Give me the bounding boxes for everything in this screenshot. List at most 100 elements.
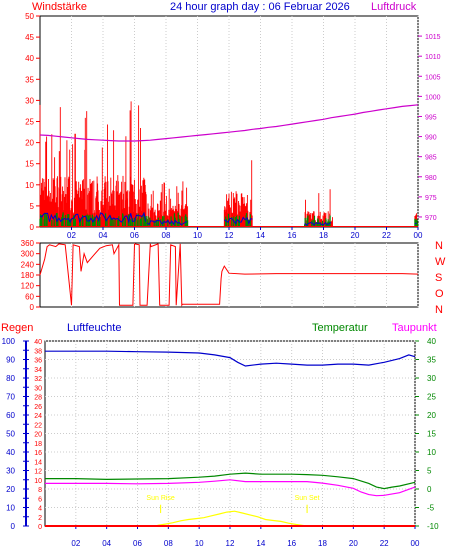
humidity-inner-tick-label: 38 [34, 348, 42, 355]
wind-x-tick-label: 04 [99, 231, 108, 240]
pressure-y-tick-label: 1010 [425, 54, 441, 61]
wind-y-tick-label: 40 [25, 54, 34, 63]
rain-y-tick-label: 100 [2, 337, 16, 346]
temperature-axis-title: Temperatur [312, 322, 368, 334]
humidity-inner-tick-label: 30 [34, 385, 42, 392]
pressure-y-tick-label: 1005 [425, 74, 441, 81]
page-title: 24 hour graph day : 06 Februar 2026 [170, 1, 350, 13]
humidity-inner-tick-label: 34 [34, 367, 42, 374]
wind-x-tick-label: 00 [414, 231, 423, 240]
temperature-y-tick-label: 35 [427, 356, 436, 365]
temperature-y-tick-label: 0 [427, 485, 432, 494]
pressure-y-tick-label: 970 [425, 215, 437, 222]
rain-axis-title: Regen [1, 322, 33, 334]
temperature-line [45, 472, 416, 490]
sunrise-label: Sun Rise [146, 495, 175, 502]
humidity-x-tick-label: 14 [256, 539, 265, 548]
humidity-x-tick-label: 04 [102, 539, 111, 548]
humidity-inner-tick-label: 2 [38, 515, 42, 522]
humidity-inner-tick-label: 6 [38, 496, 42, 503]
rain-y-tick-label: 0 [11, 522, 16, 531]
sunset-label: Sun Set [295, 495, 320, 502]
humidity-x-tick-label: 12 [226, 539, 235, 548]
humidity-inner-tick-label: 16 [34, 450, 42, 457]
wind-x-tick-label: 02 [67, 231, 76, 240]
direction-y-tick-label: 300 [21, 250, 35, 259]
humidity-x-tick-label: 02 [71, 539, 80, 548]
wind-x-tick-label: 08 [162, 231, 171, 240]
pressure-y-tick-label: 980 [425, 175, 437, 182]
humidity-inner-tick-label: 0 [38, 524, 42, 531]
rain-y-tick-label: 90 [6, 356, 15, 365]
direction-y-tick-label: 240 [21, 260, 35, 269]
wind-y-tick-label: 35 [25, 75, 34, 84]
wind-y-tick-label: 45 [25, 33, 34, 42]
humidity-inner-tick-label: 14 [34, 459, 42, 466]
wind-speed-series [39, 101, 419, 227]
temperature-y-tick-label: 15 [427, 430, 436, 439]
rain-y-tick-label: 70 [6, 393, 15, 402]
humidity-x-tick-label: 08 [164, 539, 173, 548]
wind-x-tick-label: 10 [193, 231, 202, 240]
pressure-y-tick-label: 1015 [425, 34, 441, 41]
humidity-inner-tick-label: 18 [34, 441, 42, 448]
pressure-y-tick-label: 1000 [425, 94, 441, 101]
rain-y-tick-label: 20 [6, 485, 15, 494]
humidity-inner-tick-label: 26 [34, 404, 42, 411]
wind-calm-bars [39, 212, 419, 227]
direction-y-tick-label: 120 [21, 282, 35, 291]
humidity-inner-tick-label: 36 [34, 358, 42, 365]
rain-y-tick-label: 60 [6, 411, 15, 420]
wind-y-tick-label: 50 [25, 12, 34, 21]
temperature-y-tick-label: 30 [427, 374, 436, 383]
wind-y-tick-label: 30 [25, 96, 34, 105]
rain-y-tick-label: 80 [6, 374, 15, 383]
humidity-axis-title: Luftfeuchte [67, 322, 121, 334]
humidity-inner-tick-label: 24 [34, 413, 42, 420]
humidity-x-tick-label: 00 [411, 539, 420, 548]
compass-label: N [435, 240, 443, 252]
rain-y-tick-label: 40 [6, 448, 15, 457]
direction-y-tick-label: 60 [25, 292, 34, 301]
temperature-y-tick-label: -10 [427, 522, 439, 531]
humidity-x-tick-label: 16 [287, 539, 296, 548]
pressure-axis-title: Luftdruck [371, 1, 417, 13]
temperature-y-tick-label: 10 [427, 448, 436, 457]
humidity-inner-tick-label: 8 [38, 487, 42, 494]
wind-y-tick-label: 25 [25, 118, 34, 127]
dewpoint-line [45, 479, 416, 497]
compass-label: S [435, 272, 442, 284]
wind-x-tick-label: 22 [382, 231, 391, 240]
pressure-y-tick-label: 995 [425, 114, 437, 121]
humidity-x-tick-label: 18 [318, 539, 327, 548]
dewpoint-axis-title: Taupunkt [392, 322, 437, 334]
pressure-y-tick-label: 985 [425, 155, 437, 162]
wind-x-tick-label: 06 [130, 231, 139, 240]
direction-plot-area [39, 242, 419, 308]
temperature-y-tick-label: 40 [427, 337, 436, 346]
temperature-y-tick-label: 25 [427, 393, 436, 402]
humidity-inner-tick-label: 22 [34, 422, 42, 429]
direction-y-tick-label: 360 [21, 239, 35, 248]
humidity-inner-tick-label: 12 [34, 469, 42, 476]
wind-x-tick-label: 16 [288, 231, 297, 240]
rain-y-tick-label: 30 [6, 467, 15, 476]
humidity-inner-tick-label: 4 [38, 506, 42, 513]
wind-axis-title: Windstärke [32, 1, 87, 13]
wind-y-tick-label: 10 [25, 181, 34, 190]
wind-x-tick-label: 18 [319, 231, 328, 240]
solar-radiation-line [157, 510, 305, 527]
direction-y-tick-label: 180 [21, 271, 35, 280]
temperature-y-tick-label: 5 [427, 467, 432, 476]
wind-x-tick-label: 14 [256, 231, 265, 240]
humidity-inner-tick-label: 28 [34, 395, 42, 402]
compass-label: N [435, 304, 443, 316]
wind-mean-line [39, 211, 417, 227]
wind-y-tick-label: 0 [30, 223, 35, 232]
pressure-y-tick-label: 990 [425, 135, 437, 142]
wind-y-tick-label: 5 [30, 202, 35, 211]
direction-y-tick-label: 0 [30, 303, 35, 312]
humidity-inner-tick-label: 20 [34, 432, 42, 439]
wind-direction-line [39, 242, 419, 307]
